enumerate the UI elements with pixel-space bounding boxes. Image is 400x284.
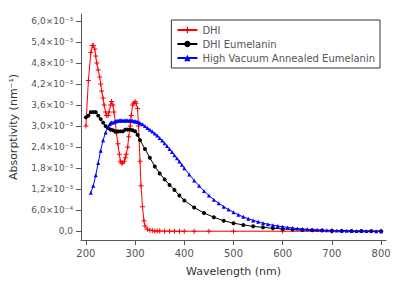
svg-text:6,0×10⁻³: 6,0×10⁻³	[31, 16, 73, 26]
svg-text:Absorptivity (nm⁻¹): Absorptivity (nm⁻¹)	[7, 74, 20, 180]
svg-text:High Vacuum Annealed Eumelanin: High Vacuum Annealed Eumelanin	[202, 53, 375, 64]
svg-text:1,2×10⁻³: 1,2×10⁻³	[31, 184, 73, 194]
svg-text:700: 700	[322, 248, 341, 259]
svg-text:Wavelength (nm): Wavelength (nm)	[186, 265, 281, 278]
svg-text:400: 400	[175, 248, 194, 259]
svg-text:1,8×10⁻³: 1,8×10⁻³	[31, 163, 73, 173]
svg-text:600: 600	[273, 248, 292, 259]
svg-text:800: 800	[372, 248, 391, 259]
svg-text:0,0: 0,0	[59, 226, 74, 236]
svg-text:DHI: DHI	[202, 25, 220, 36]
svg-text:3,6×10⁻³: 3,6×10⁻³	[31, 100, 73, 110]
svg-text:2,4×10⁻³: 2,4×10⁻³	[31, 142, 73, 152]
svg-text:4,2×10⁻³: 4,2×10⁻³	[31, 79, 73, 89]
svg-text:DHI Eumelanin: DHI Eumelanin	[202, 39, 276, 50]
svg-text:6,0×10⁻⁴: 6,0×10⁻⁴	[31, 205, 73, 215]
svg-text:4,8×10⁻³: 4,8×10⁻³	[31, 58, 73, 68]
svg-text:300: 300	[126, 248, 145, 259]
svg-text:500: 500	[224, 248, 243, 259]
svg-text:5,4×10⁻³: 5,4×10⁻³	[31, 37, 73, 47]
svg-text:3,0×10⁻³: 3,0×10⁻³	[31, 121, 73, 131]
svg-text:200: 200	[76, 248, 95, 259]
